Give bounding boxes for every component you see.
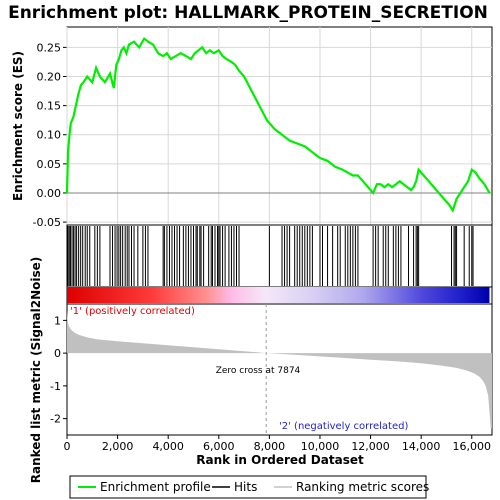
es-y-tick-label: 0.10 <box>37 129 62 142</box>
x-tick-label: 14,000 <box>402 440 441 453</box>
positive-correlation-label: '1' (positively correlated) <box>70 306 195 317</box>
zero-cross-label: Zero cross at 7874 <box>216 366 301 376</box>
legend: Enrichment profile Hits Ranking metric s… <box>69 475 429 499</box>
hits-frame <box>66 224 493 288</box>
hits-panel <box>66 224 493 288</box>
x-tick-label: 16,000 <box>453 440 492 453</box>
es-plot-frame <box>66 26 493 226</box>
x-tick-label: 12,000 <box>351 440 390 453</box>
enrichment-profile-line <box>65 36 491 213</box>
x-tick-label: 0 <box>64 440 71 453</box>
rank-gradient-panel <box>66 286 493 305</box>
x-tick-label: 2,000 <box>102 440 134 453</box>
hit-marks <box>67 226 474 286</box>
metric-y-tick-label: -1 <box>50 380 61 393</box>
legend-enrichment-profile-label: Enrichment profile <box>100 480 211 494</box>
negative-correlation-label: '2' (negatively correlated) <box>279 421 408 432</box>
x-axis-label: Rank in Ordered Dataset <box>196 453 364 467</box>
metric-plot-frame <box>66 303 493 436</box>
x-tick-label: 10,000 <box>301 440 340 453</box>
x-axis-ticks: 0 2,000 4,000 6,000 8,000 10,000 12,000 14,000 1… <box>64 435 492 453</box>
legend-ranking-metric-label: Ranking metric scores <box>296 480 429 494</box>
rank-gradient-bar <box>67 287 490 303</box>
es-panel: -0.05 0.00 0.05 0.10 0.15 0.20 0.25 Enrichment… <box>11 26 493 229</box>
es-y-tick-label: 0.20 <box>37 71 62 84</box>
legend-frame <box>69 475 427 499</box>
es-y-tick-label: 0.15 <box>37 100 62 113</box>
es-y-ticks: -0.05 0.00 0.05 0.10 0.15 0.20 0.25 <box>33 27 492 229</box>
es-y-axis-label: Enrichment score (ES) <box>11 51 25 201</box>
x-tick-label: 4,000 <box>152 440 184 453</box>
legend-hits-label: Hits <box>234 480 257 494</box>
metric-y-tick-label: 0 <box>54 347 61 360</box>
x-tick-label: 6,000 <box>203 440 235 453</box>
x-tick-label: 8,000 <box>254 440 286 453</box>
es-y-tick-label: 0.05 <box>37 158 62 171</box>
metric-y-tick-label: -2 <box>50 413 61 426</box>
es-y-tick-label: 0.00 <box>37 187 62 200</box>
es-y-tick-label: 0.25 <box>37 41 62 54</box>
metric-y-axis-label: Ranked list metric (Signal2Noise) <box>29 257 43 484</box>
metric-y-tick-label: 1 <box>54 314 61 327</box>
metric-y-ticks: -2 -1 0 1 <box>50 314 67 426</box>
chart-title: Enrichment plot: HALLMARK_PROTEIN_SECRET… <box>8 3 488 23</box>
metric-panel: -2 -1 0 1 Zero cross at 7874 '1' (positivel… <box>29 257 493 484</box>
es-y-tick-label: -0.05 <box>33 216 61 229</box>
